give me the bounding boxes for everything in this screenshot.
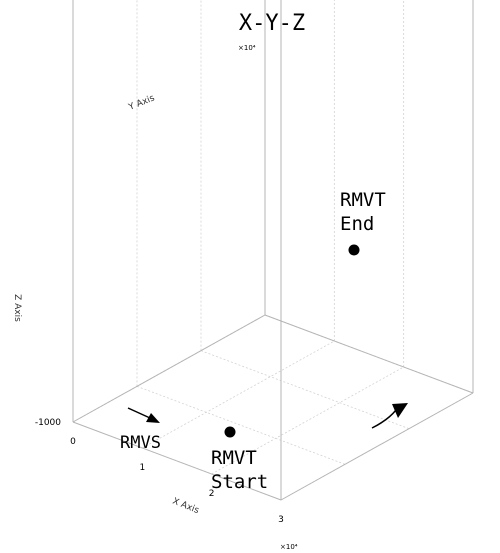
grid-lines (72, 0, 474, 501)
rmvt-end-marker (348, 244, 360, 256)
box-edges (72, 0, 474, 501)
y-axis-label: Y Axis (126, 93, 156, 113)
x-exponent-label: ×10⁴ (280, 543, 298, 551)
x-tick-label: 1 (139, 463, 145, 473)
box-edge (72, 314, 266, 423)
direction-arrow (371, 403, 408, 429)
annotation-rmvt-start-line1: RMVT (211, 447, 257, 469)
x-tick-label: 2 (209, 489, 215, 499)
box-edge (264, 314, 474, 394)
x-tick-label: 0 (70, 437, 76, 447)
annotation-rmvt-end-line2: End (340, 213, 374, 235)
box-edge (280, 392, 474, 501)
x-axis-label: X Axis (171, 497, 201, 517)
annotation-rmvt-start-line2: Start (211, 471, 268, 493)
y-exponent-label: ×10⁴ (238, 44, 256, 52)
annotation-rmvs: RMVS (120, 433, 161, 453)
box-edge (72, 421, 282, 501)
x-tick-label: 3 (278, 515, 284, 525)
grid-line-y (136, 385, 346, 465)
grid-line-x (211, 366, 404, 475)
grid-line-y (200, 350, 410, 430)
rmvs-arrow (127, 407, 160, 423)
rmvt-start-marker (224, 426, 236, 438)
z-tick-label: -1000 (35, 418, 61, 428)
grid-line-x (142, 340, 335, 449)
z-axis-label: Z Axis (12, 294, 22, 322)
chart-title: X-Y-Z (239, 11, 305, 36)
annotation-rmvt-end-line1: RMVT (340, 189, 386, 211)
axis-ticks: 40003500300025002000150010005000-500-100… (35, 418, 284, 525)
